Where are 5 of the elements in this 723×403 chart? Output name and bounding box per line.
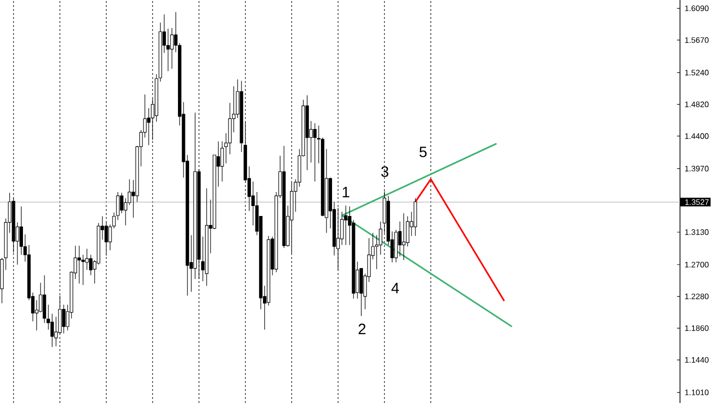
annotation: 2 [358, 324, 366, 334]
annotation: 1 [342, 186, 350, 198]
annotation: 4 [391, 282, 399, 294]
annotation: 3 [381, 166, 388, 177]
annotation: 5 [420, 146, 427, 158]
